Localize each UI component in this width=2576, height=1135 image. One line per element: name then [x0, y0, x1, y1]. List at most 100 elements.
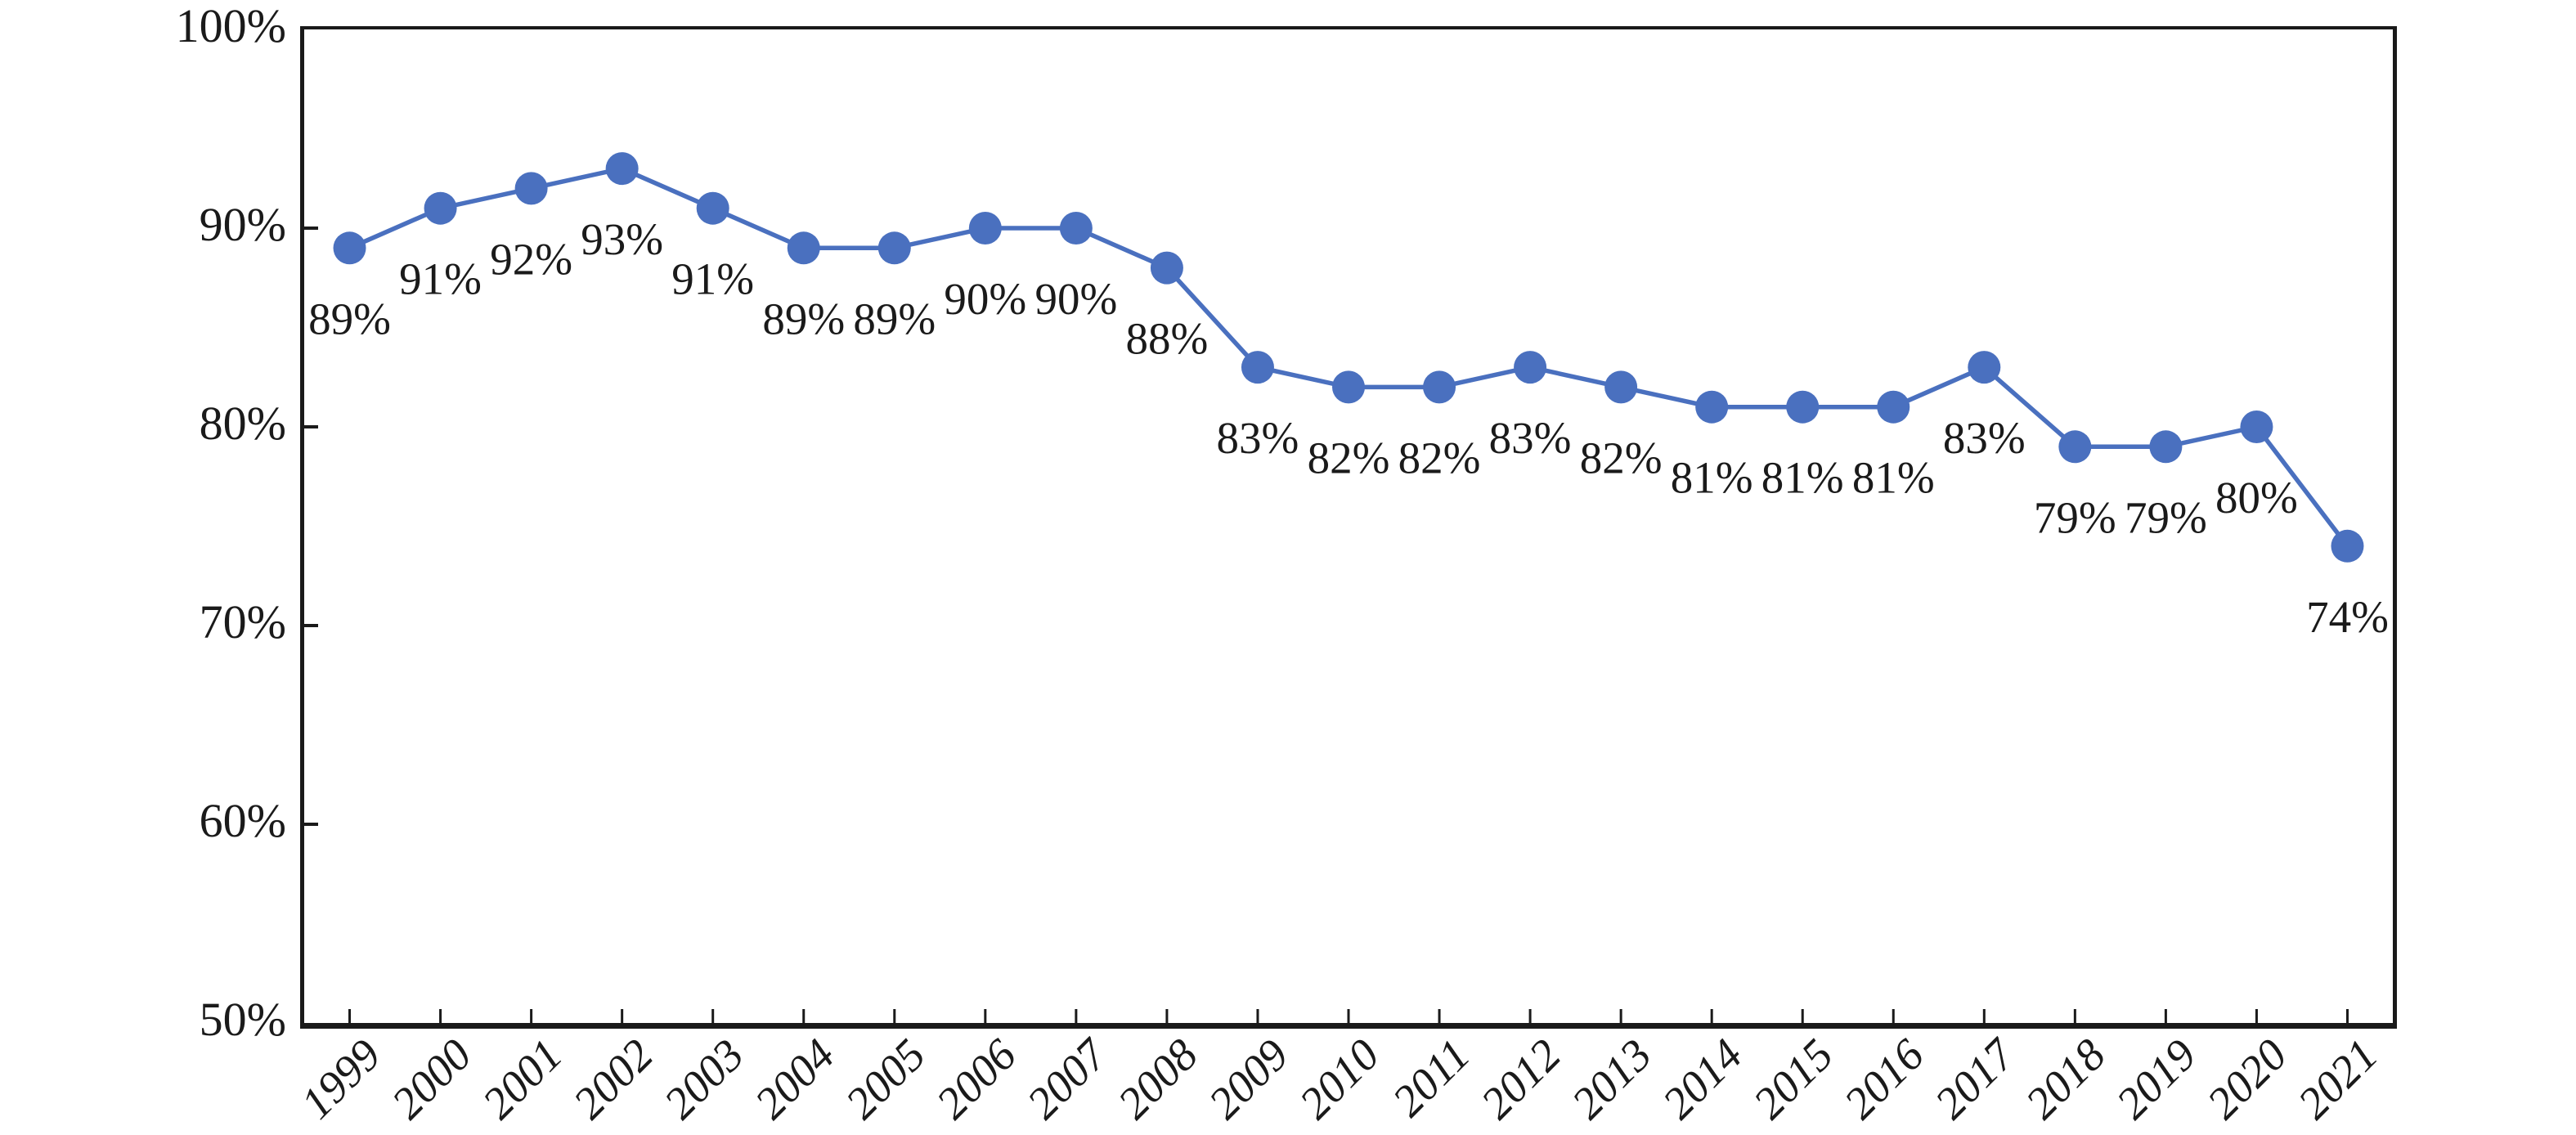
y-axis-label: 100%: [175, 0, 286, 52]
y-axis-label: 90%: [199, 198, 286, 251]
x-axis-label-text: 2014: [1653, 1029, 1752, 1128]
x-tick-mark: [711, 1009, 715, 1023]
y-axis-label: 50%: [199, 993, 286, 1046]
data-label: 81%: [1852, 453, 1935, 503]
data-label: 79%: [2125, 492, 2207, 542]
data-point-marker: [696, 191, 729, 225]
x-axis-label-text: 2019: [2107, 1029, 2206, 1128]
x-tick-mark: [439, 1009, 442, 1023]
x-axis-label-text: 2016: [1834, 1029, 1934, 1128]
y-tick-mark: [304, 624, 318, 627]
data-label: 91%: [399, 254, 482, 304]
data-point-marker: [2149, 430, 2183, 464]
x-axis-label-text: 2020: [2197, 1029, 2297, 1128]
data-label: 82%: [1580, 433, 1663, 482]
x-axis-label-text: 2001: [472, 1029, 572, 1128]
x-axis-label-text: 2005: [835, 1029, 935, 1128]
x-axis-label-text: 2009: [1199, 1029, 1298, 1128]
x-tick-mark: [1347, 1009, 1350, 1023]
x-tick-mark: [1710, 1009, 1713, 1023]
x-axis-label-text: 2021: [2288, 1029, 2388, 1128]
data-label: 89%: [853, 294, 936, 343]
x-tick-mark: [893, 1009, 896, 1023]
data-point-marker: [1423, 370, 1456, 404]
data-label: 81%: [1761, 453, 1844, 503]
x-axis-label-text: 2008: [1108, 1029, 1207, 1128]
data-point-marker: [1059, 212, 1093, 244]
data-point-marker: [2240, 410, 2273, 443]
data-label: 91%: [671, 254, 754, 304]
data-label: 92%: [490, 234, 572, 284]
data-label: 89%: [308, 294, 391, 343]
data-label: 79%: [2034, 492, 2116, 542]
x-axis-label-text: 2013: [1562, 1029, 1662, 1128]
data-point-marker: [1968, 351, 2001, 384]
x-axis-label-text: 2017: [1925, 1029, 2025, 1128]
x-tick-mark: [1075, 1009, 1078, 1023]
data-point-marker: [333, 231, 366, 265]
plot-area: 89% 91% 92% 93% 91% 89% 89% 90% 90% 88% 83% 82% 82% 8…: [300, 26, 2397, 1029]
data-point-marker: [1877, 390, 1910, 424]
data-point-marker: [1514, 351, 1547, 384]
x-tick-mark: [621, 1009, 624, 1023]
data-point-marker: [514, 172, 548, 205]
x-axis-label-text: 2011: [1383, 1029, 1480, 1126]
x-tick-mark: [1801, 1009, 1804, 1023]
x-axis-label-text: 2000: [381, 1029, 481, 1128]
x-tick-mark: [1256, 1009, 1259, 1023]
data-label: 88%: [1125, 314, 1208, 364]
x-tick-mark: [1165, 1009, 1169, 1023]
data-point-marker: [877, 231, 911, 265]
y-axis-label: 80%: [199, 397, 286, 450]
x-axis-label-text: 2012: [1471, 1029, 1571, 1128]
data-point-marker: [1695, 390, 1729, 424]
data-point-marker: [968, 212, 1002, 244]
data-label: 80%: [2215, 473, 2298, 523]
y-tick-mark: [304, 425, 318, 428]
y-tick-mark: [304, 227, 318, 230]
data-point-marker: [2058, 430, 2092, 464]
x-tick-mark: [2073, 1009, 2076, 1023]
x-tick-mark: [2345, 1009, 2349, 1023]
data-label: 83%: [1489, 413, 1572, 463]
x-axis-label-text: 1999: [290, 1029, 390, 1128]
data-point-marker: [1150, 251, 1183, 285]
x-tick-mark: [530, 1009, 533, 1023]
data-label: 81%: [1671, 453, 1753, 503]
x-tick-mark: [984, 1009, 987, 1023]
x-axis-label-text: 2002: [563, 1029, 662, 1128]
x-tick-mark: [1438, 1009, 1441, 1023]
data-point-marker: [2331, 529, 2364, 563]
x-axis-label-text: 2018: [2016, 1029, 2116, 1128]
x-axis-label-text: 2007: [1016, 1029, 1116, 1128]
x-tick-mark: [2255, 1009, 2258, 1023]
data-point-marker: [605, 152, 639, 186]
y-tick-mark: [304, 823, 318, 826]
data-label: 93%: [581, 214, 663, 264]
data-point-marker: [1786, 390, 1820, 424]
data-point-marker: [1604, 370, 1638, 404]
data-point-marker: [787, 231, 820, 265]
x-tick-mark: [802, 1009, 806, 1023]
data-label: 83%: [1217, 413, 1299, 463]
x-tick-mark: [1619, 1009, 1622, 1023]
plot-canvas: 89%91% 92% 93%91%89% 89% 90% 90%88%83% 82% 82% 8…: [304, 152, 2389, 1023]
y-axis-label: 70%: [199, 595, 286, 648]
data-label: 82%: [1398, 433, 1481, 482]
data-point-marker: [1332, 370, 1365, 404]
data-label: 83%: [1943, 413, 2026, 463]
data-label: 90%: [1034, 274, 1117, 324]
x-tick-mark: [348, 1009, 352, 1023]
x-tick-mark: [1892, 1009, 1895, 1023]
data-point-marker: [1241, 351, 1274, 384]
y-axis-label: 60%: [199, 794, 286, 847]
data-label: 74%: [2306, 592, 2389, 642]
x-tick-mark: [1982, 1009, 1986, 1023]
x-axis-label-text: 2003: [653, 1029, 753, 1128]
data-label: 90%: [944, 274, 1026, 324]
x-axis-label-text: 2006: [926, 1029, 1025, 1128]
x-tick-mark: [1528, 1009, 1532, 1023]
x-axis-label-text: 2015: [1744, 1029, 1843, 1128]
data-label: 89%: [762, 294, 845, 343]
